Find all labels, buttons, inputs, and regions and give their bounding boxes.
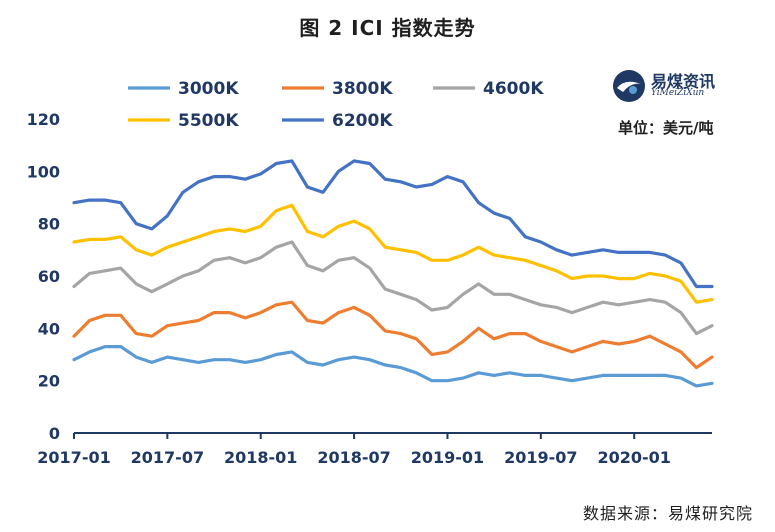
- legend-label-4600K: 4600K: [483, 79, 544, 99]
- series-line-6200K: [72, 159, 714, 289]
- series-line-5500K: [72, 203, 714, 304]
- x-tick-label: 2017-01: [37, 448, 110, 467]
- x-tick-label: 2018-01: [224, 448, 297, 467]
- logo-name: 易煤资讯: [651, 72, 716, 91]
- y-tick-label: 20: [38, 372, 60, 391]
- logo: 易煤资讯 YiMeiZiXun: [611, 66, 721, 106]
- series-line-4600K: [72, 240, 714, 336]
- legend: 3000K 3800K 4600K 5500K 6200K: [128, 79, 544, 131]
- series-line-3000K: [72, 345, 714, 388]
- unit-label: 单位：美元/吨: [618, 119, 714, 137]
- series-line-3800K: [72, 300, 714, 370]
- legend-label-3800K: 3800K: [332, 79, 393, 99]
- logo-subtitle: YiMeiZiXun: [651, 88, 705, 98]
- y-axis: 0 20 40 60 80 100 120: [27, 110, 60, 443]
- x-tick-label: 2018-07: [317, 448, 390, 467]
- legend-label-3000K: 3000K: [178, 79, 239, 99]
- x-tick-label: 2020-01: [597, 448, 670, 467]
- x-tick-label: 2019-01: [411, 448, 484, 467]
- legend-label-6200K: 6200K: [332, 111, 393, 131]
- y-tick-label: 40: [38, 319, 60, 338]
- x-axis: 2017-01 2017-07 2018-01 2018-07 2019-01 2019-…: [37, 432, 712, 467]
- chart-title: 图 2 ICI 指数走势: [299, 16, 476, 40]
- y-tick-label: 100: [27, 162, 60, 181]
- x-tick-label: 2019-07: [504, 448, 577, 467]
- logo-icon: [613, 70, 645, 102]
- x-tick-label: 2017-07: [131, 448, 204, 467]
- source-label: 数据来源：易煤研究院: [582, 504, 753, 523]
- y-tick-label: 0: [49, 424, 60, 443]
- y-tick-label: 80: [38, 215, 60, 234]
- y-tick-label: 60: [38, 267, 60, 286]
- legend-label-5500K: 5500K: [178, 111, 239, 131]
- series-lines: [72, 159, 714, 388]
- y-tick-label: 120: [27, 110, 60, 129]
